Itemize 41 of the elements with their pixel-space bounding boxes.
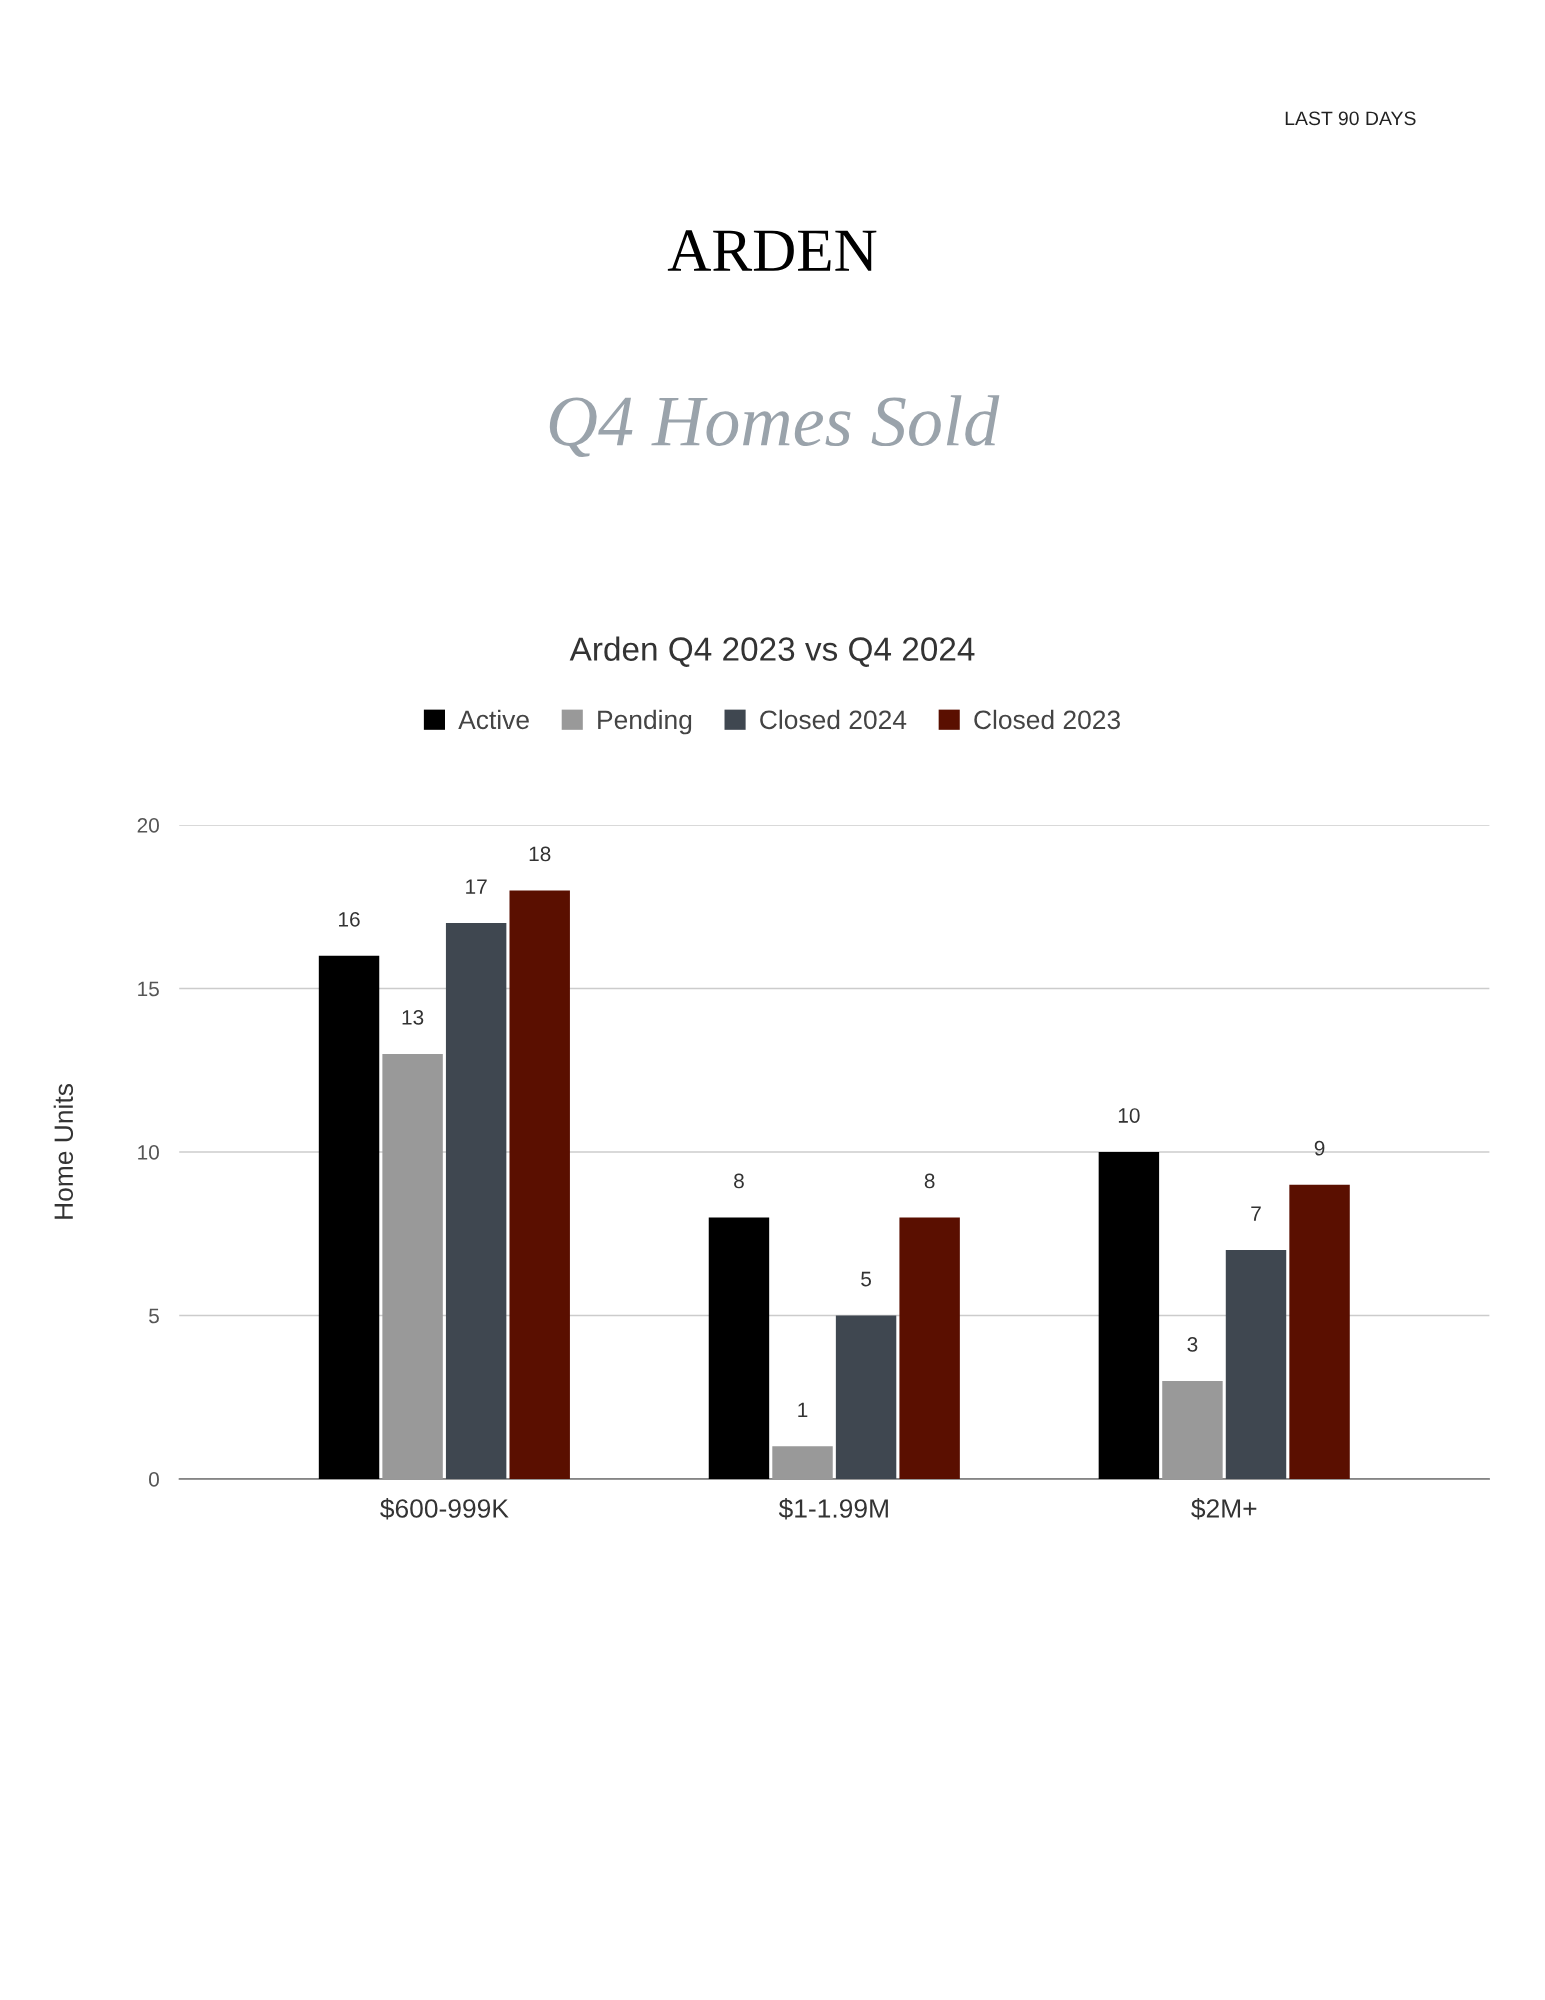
bar [445, 923, 507, 1479]
data-label: 18 [529, 846, 551, 862]
bar [835, 1315, 897, 1479]
x-tick-label: $600-999K [380, 1498, 509, 1520]
legend-label: Active [458, 709, 529, 730]
legend-label: Closed 2024 [760, 709, 907, 730]
legend-label: Pending [598, 709, 692, 735]
x-tick-label: $1-1.99M [778, 1498, 888, 1520]
bar [1289, 1184, 1350, 1479]
data-label: 16 [339, 911, 360, 927]
y-tick-label: 5 [149, 1308, 159, 1324]
bar [899, 1217, 960, 1479]
bar [1162, 1380, 1223, 1479]
bar [708, 1217, 770, 1479]
y-tick-label: 15 [138, 981, 159, 997]
y-tick-label: 20 [137, 818, 159, 833]
text: ARDEN [667, 230, 877, 271]
data-label: 8 [924, 1173, 935, 1189]
bar [1225, 1250, 1287, 1479]
x-tick-label: $2M+ [1191, 1498, 1257, 1520]
data-label: 8 [734, 1173, 744, 1189]
y-tick-label: 10 [138, 1145, 159, 1160]
text: LAST 90 DAYS [1285, 111, 1416, 126]
data-label: 17 [466, 879, 487, 894]
bar [1098, 1152, 1160, 1479]
bar [509, 890, 570, 1479]
data-label: 10 [1118, 1108, 1140, 1123]
y-axis-title: Home Units [53, 1084, 74, 1219]
bar [772, 1446, 833, 1479]
text: Q4 Homes Sold [549, 395, 1000, 458]
data-label: 3 [1187, 1337, 1198, 1352]
data-label: 1 [798, 1402, 808, 1417]
bar [382, 1053, 443, 1479]
data-label: 13 [402, 1010, 424, 1025]
legend-label: Closed 2023 [974, 709, 1120, 730]
chart-title: Arden Q4 2023 vs Q4 2024 [569, 636, 975, 667]
data-label: 9 [1314, 1140, 1325, 1156]
data-label: 7 [1251, 1206, 1261, 1221]
y-tick-label: 0 [149, 1472, 159, 1487]
data-label: 5 [861, 1271, 871, 1287]
bar [318, 955, 380, 1479]
